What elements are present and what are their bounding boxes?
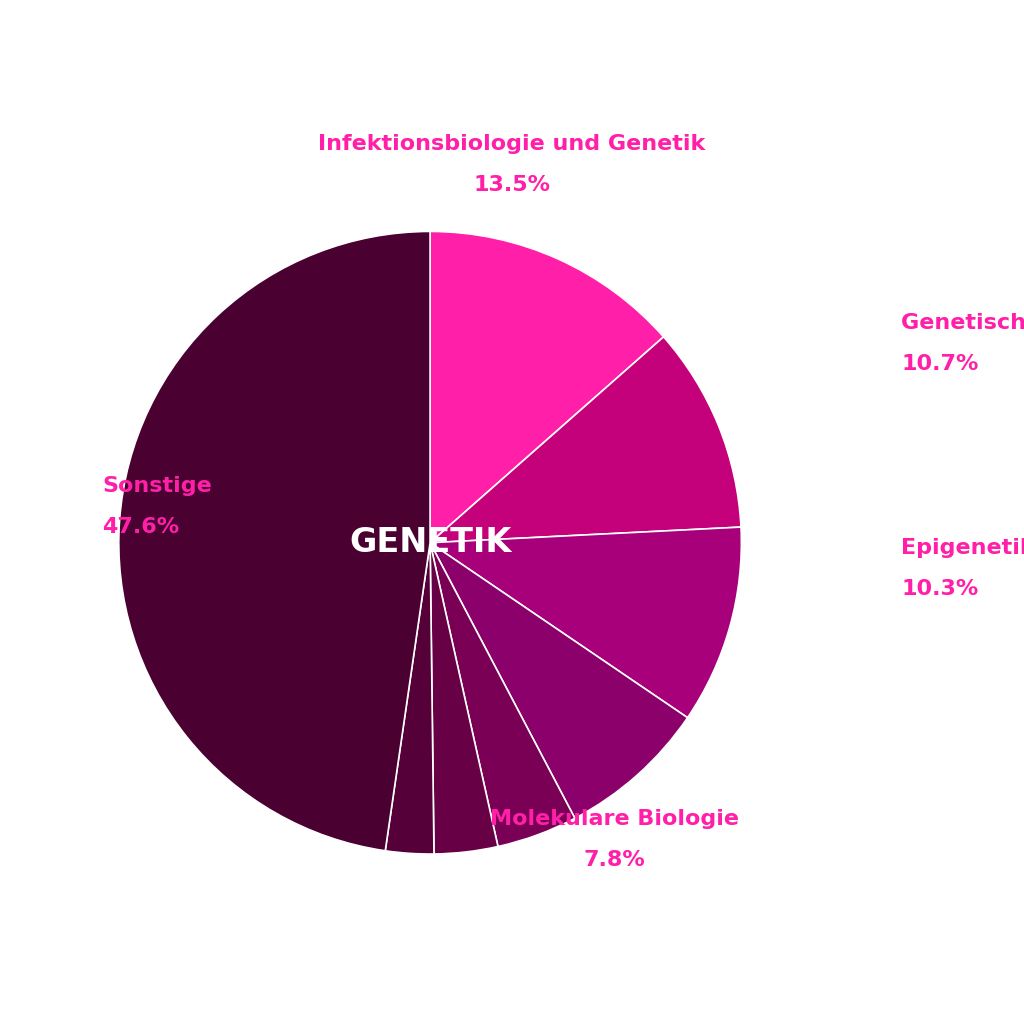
Text: 13.5%: 13.5% <box>473 174 551 195</box>
Text: 7.8%: 7.8% <box>584 850 645 870</box>
Wedge shape <box>385 543 434 854</box>
Wedge shape <box>430 543 574 847</box>
Text: 47.6%: 47.6% <box>102 517 179 538</box>
Wedge shape <box>430 231 664 543</box>
Text: Sonstige: Sonstige <box>102 476 212 497</box>
Text: 10.7%: 10.7% <box>901 353 979 374</box>
Wedge shape <box>430 543 687 818</box>
Text: Infektionsbiologie und Genetik: Infektionsbiologie und Genetik <box>318 133 706 154</box>
Wedge shape <box>430 543 498 854</box>
Text: Epigenetik und Ernährung: Epigenetik und Ernährung <box>901 538 1024 558</box>
Wedge shape <box>430 337 741 543</box>
Text: Molekulare Biologie: Molekulare Biologie <box>489 809 739 829</box>
Wedge shape <box>430 527 741 718</box>
Text: 10.3%: 10.3% <box>901 579 978 599</box>
Text: Genetische Evolution von Organismen: Genetische Evolution von Organismen <box>901 312 1024 333</box>
Text: GENETIK: GENETIK <box>349 526 511 559</box>
Wedge shape <box>119 231 430 851</box>
